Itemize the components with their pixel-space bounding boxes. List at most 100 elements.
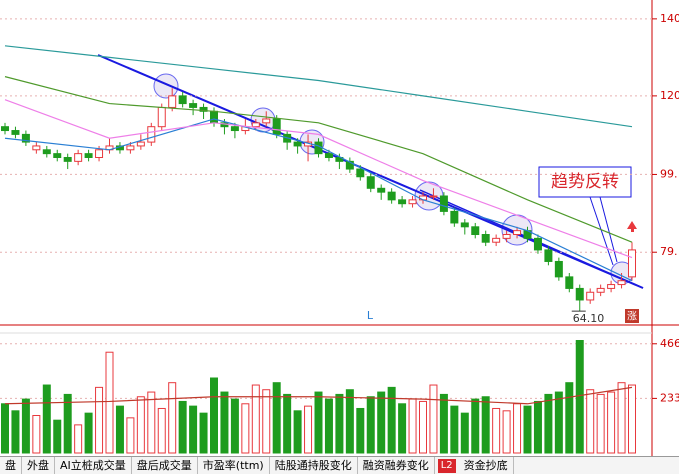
tab[interactable]: 盘后成交量 (132, 457, 198, 474)
tab[interactable]: 陆股通持股变化 (270, 457, 358, 474)
candle-body (335, 156, 344, 162)
candle-body (126, 145, 135, 151)
volume-bar (533, 400, 542, 454)
volume-bar (230, 398, 239, 454)
tab[interactable]: 融资融券变化 (358, 457, 435, 474)
volume-bar (617, 382, 626, 454)
volume-bar (628, 384, 636, 454)
moving-average (4, 386, 633, 405)
trend-line (97, 54, 644, 289)
candle-body (596, 287, 605, 293)
volume-bar (596, 393, 605, 454)
candle-body (481, 234, 490, 243)
moving-average (4, 76, 633, 243)
volume-bar (607, 391, 616, 454)
candle-body (439, 195, 448, 212)
volume-bar (439, 393, 448, 454)
volume-bar (523, 405, 532, 454)
volume-bar (63, 393, 72, 454)
candle-body (356, 168, 365, 178)
volume-bar (554, 391, 563, 454)
trend-line (419, 189, 644, 289)
marker: L (367, 309, 374, 322)
candle-body (251, 122, 260, 128)
up-arrow (627, 221, 637, 229)
volume-bar (210, 377, 218, 454)
tab[interactable]: 外盘 (22, 457, 55, 474)
candle-body (84, 153, 93, 158)
y-tick-label: 99. (660, 167, 678, 180)
annotation-pointer (589, 196, 614, 266)
candle-body (377, 187, 386, 193)
tab[interactable]: L2 (437, 459, 456, 473)
y-tick-label: 466 (660, 337, 679, 350)
volume-bar (304, 405, 313, 454)
volume-bar (168, 382, 177, 454)
volume-bar (356, 407, 365, 454)
candle-body (21, 133, 30, 143)
candle-body (11, 130, 20, 135)
volume-bar (544, 393, 553, 454)
candle-body (513, 230, 522, 236)
volume-bar (241, 403, 250, 454)
candle-body (408, 199, 417, 205)
up-arrow (631, 226, 634, 232)
volume-bar (398, 403, 407, 454)
y-tick-label: 79. (660, 245, 678, 258)
y-tick-label: 233 (660, 391, 679, 404)
candle-body (492, 237, 501, 243)
moving-average (4, 99, 633, 259)
candle-body (429, 195, 438, 198)
candle-body (450, 210, 459, 224)
candle-body (544, 249, 553, 262)
volume-bar (262, 389, 271, 454)
candle-body (293, 141, 302, 147)
volume-bar (345, 389, 354, 454)
volume-bar (251, 384, 260, 454)
volume-bar (492, 407, 501, 454)
candle-body (575, 287, 584, 301)
annotation-box (538, 166, 632, 198)
candle-body (460, 222, 469, 228)
volume-bar (575, 340, 584, 454)
candle-body (387, 191, 396, 201)
volume-bar (283, 393, 292, 454)
volume-bar (387, 386, 396, 454)
tab[interactable]: 盘 (0, 457, 22, 474)
tab[interactable]: AI立桩成交量 (55, 457, 132, 474)
candle-body (230, 126, 239, 132)
volume-bar (408, 398, 417, 454)
volume-bar (450, 405, 459, 454)
candle-body (63, 156, 72, 162)
candle-body (324, 153, 333, 158)
candle-body (554, 260, 563, 278)
volume-bar (586, 389, 595, 454)
candle-body (147, 126, 156, 143)
volume-bar (1, 403, 9, 454)
volume-bar (199, 412, 208, 454)
moving-average (4, 45, 633, 128)
tab[interactable]: 资金抄底 (459, 457, 514, 474)
candle-body (398, 199, 407, 205)
volume-bar (335, 393, 344, 454)
tab[interactable]: 市盈率(ttm) (198, 457, 270, 474)
volume-bar (95, 386, 104, 454)
candle-body (272, 118, 281, 135)
candle-body (178, 95, 187, 105)
candle-body (533, 237, 542, 251)
candle-body (189, 103, 198, 108)
candle-body (502, 234, 511, 239)
candle-body (95, 149, 104, 158)
volume-bar (115, 405, 124, 454)
candle-body (168, 95, 177, 108)
volume-bar (136, 396, 145, 454)
candle-body (366, 176, 375, 189)
candle-body (136, 141, 145, 147)
candle-body (1, 126, 9, 132)
candle-body (210, 110, 218, 124)
volume-bar (460, 412, 469, 454)
candle-body (262, 118, 271, 124)
candle-body (607, 284, 616, 289)
volume-bar (366, 396, 375, 454)
